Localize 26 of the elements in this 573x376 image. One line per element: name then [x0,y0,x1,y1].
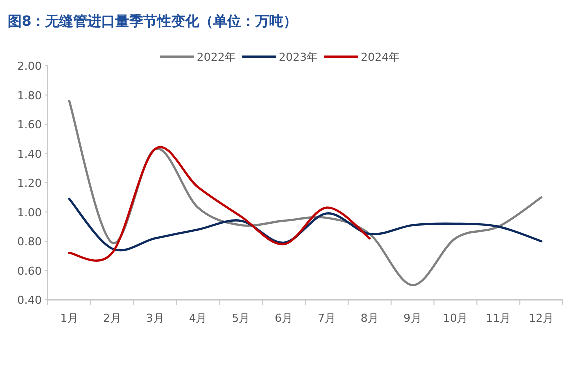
chart-title: 图8：无缝管进口量季节性变化（单位：万吨） [8,13,298,30]
legend-label: 2023年 [279,51,318,64]
x-tick-label: 5月 [232,312,250,325]
x-tick-label: 11月 [486,312,512,325]
legend-label: 2022年 [197,51,236,64]
y-tick-label: 1.00 [18,206,42,220]
x-tick-label: 2月 [103,312,122,325]
y-tick-label: 1.60 [18,118,42,132]
y-tick-label: 0.80 [18,236,42,248]
x-tick-label: 1月 [60,312,78,325]
line-series [68,100,543,286]
legend-label: 2024年 [361,51,400,64]
x-tick-label: 6月 [275,312,294,325]
x-tick-label: 3月 [146,312,164,325]
y-tick-label: 1.80 [18,89,42,102]
x-tick-label: 9月 [404,312,422,325]
y-tick-label: 0.60 [18,264,42,278]
x-tick-label: 8月 [360,312,379,325]
x-tick-label: 10月 [443,312,468,325]
x-tick-label: 7月 [318,312,336,325]
y-tick-label: 1.20 [18,177,42,190]
y-tick-label: 1.40 [18,148,42,161]
y-tick-label: 0.40 [18,294,42,307]
x-tick-label: 12月 [529,312,554,325]
y-tick-label: 2.00 [18,60,42,73]
x-tick-label: 4月 [189,312,208,325]
